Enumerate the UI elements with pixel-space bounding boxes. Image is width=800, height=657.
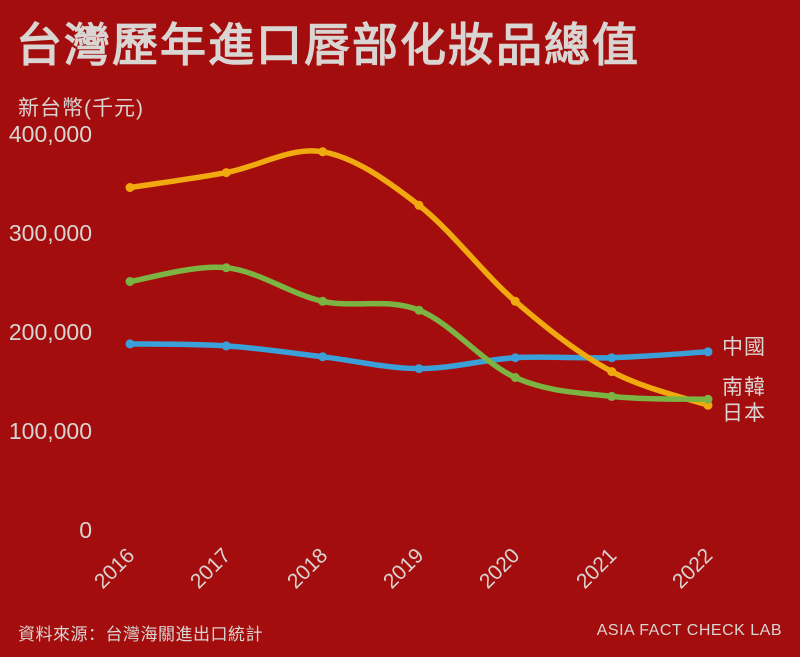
y-tick-label: 200,000 [8,319,92,345]
series-label-china: 中國 [722,336,766,359]
data-point-japan [510,296,520,306]
series-label-japan: 日本 [722,402,766,425]
y-tick-label: 100,000 [8,418,92,444]
data-point-japan [607,367,617,377]
data-point-korea [414,305,424,315]
y-tick-label: 400,000 [8,121,92,147]
data-point-korea [510,373,520,382]
data-point-korea [703,394,713,404]
chart-title: 台灣歷年進口唇部化妝品總值 [16,19,640,71]
y-tick-label: 300,000 [8,220,92,246]
data-point-japan [221,168,231,178]
data-point-japan [414,200,424,210]
data-point-china [703,347,713,357]
credit-label: ASIA FACT CHECK LAB [596,622,782,639]
data-point-korea [221,263,231,273]
data-point-china [607,353,617,363]
data-point-korea [607,391,617,401]
data-point-china [510,353,520,363]
data-point-china [221,341,231,351]
y-tick-label: 0 [79,517,92,543]
line-korea [127,264,711,403]
y-axis-unit-label: 新台幣(千元) [18,97,144,120]
source-note: 資料來源：台灣海關進出口統計 [18,625,263,644]
data-point-korea [125,277,135,286]
data-point-china [125,339,135,349]
data-point-korea [318,296,328,306]
data-point-japan [318,147,328,157]
series-label-korea: 南韓 [722,376,766,399]
data-point-japan [125,183,135,192]
data-point-china [318,352,328,362]
data-point-china [414,364,424,374]
